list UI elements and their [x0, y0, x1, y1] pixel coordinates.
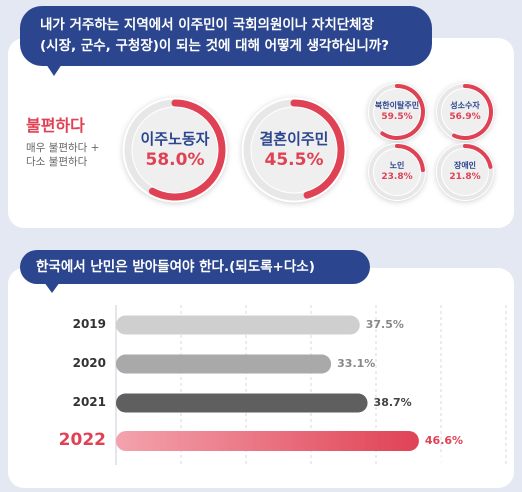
donut-inner	[374, 149, 420, 195]
question2-text: 한국에서 난민은 받아들여야 한다.(되도록+다소)	[36, 259, 315, 275]
uncomfortable-note1: 매우 불편하다 +	[26, 142, 100, 154]
bar-value-label-2021: 38.7%	[373, 396, 412, 409]
bar-value-label-2022: 46.6%	[424, 434, 464, 447]
donut-category-3: 성소수자	[450, 101, 480, 110]
donut-value-1: 45.5%	[264, 150, 324, 170]
question1-line2: (시장, 군수, 구청장)이 되는 것에 대해 어떻게 생각하십니까?	[40, 38, 389, 54]
question1-line1: 내가 거주하는 지역에서 이주민이 국회의원이나 자치단체장	[40, 17, 374, 33]
question1-bubble: 내가 거주하는 지역에서 이주민이 국회의원이나 자치단체장 (시장, 군수, …	[20, 6, 432, 76]
question2-bubble-tail	[44, 282, 60, 293]
donut-arc-4	[395, 144, 425, 173]
donut-arc-3	[452, 84, 493, 140]
donut-category-0: 이주노동자	[140, 130, 210, 148]
bar-2021	[116, 393, 368, 413]
donut-category-4: 노인	[389, 161, 405, 170]
news1-watermark: news1news1	[392, 444, 492, 474]
bar-2019	[116, 315, 360, 335]
bar-year-label-2020: 2020	[72, 356, 106, 370]
donut-inner	[374, 89, 420, 135]
bar-year-label-2019: 2019	[72, 317, 106, 331]
uncomfortable-note2: 다소 불편하다	[26, 156, 88, 168]
bar-value-label-2020: 33.1%	[337, 357, 376, 370]
donut-arc-5	[463, 144, 493, 169]
donut-value-4: 23.8%	[381, 172, 413, 182]
donut-value-5: 21.8%	[449, 172, 481, 182]
bar-2020	[116, 354, 332, 374]
uncomfortable-title: 불편하다	[26, 116, 85, 135]
donut-inner	[442, 89, 488, 135]
donut-value-0: 58.0%	[145, 150, 205, 170]
donut-value-3: 56.9%	[449, 112, 481, 122]
bar-value-label-2019: 37.5%	[365, 318, 404, 331]
donut-category-1: 결혼이주민	[259, 130, 329, 148]
donut-arc-0	[148, 99, 226, 201]
donut-category-5: 장애인	[453, 161, 477, 170]
question2-bubble: 한국에서 난민은 받아들여야 한다.(되도록+다소)	[20, 250, 370, 293]
bar-year-label-2021: 2021	[72, 395, 106, 409]
donut-arc-1	[290, 99, 345, 199]
donut-inner	[251, 107, 337, 193]
watermark-one: 1	[465, 447, 492, 473]
bar-year-label-2022: 2022	[58, 430, 106, 450]
survey-card-bottom	[8, 268, 514, 488]
question1-bubble-tail	[46, 64, 62, 76]
donut-category-2: 북한이탈주민	[374, 101, 420, 110]
bar-2022	[116, 431, 419, 451]
donut-arc-2	[380, 84, 425, 140]
donut-inner	[442, 149, 488, 195]
donut-inner	[132, 107, 218, 193]
donut-value-2: 59.5%	[381, 112, 413, 122]
